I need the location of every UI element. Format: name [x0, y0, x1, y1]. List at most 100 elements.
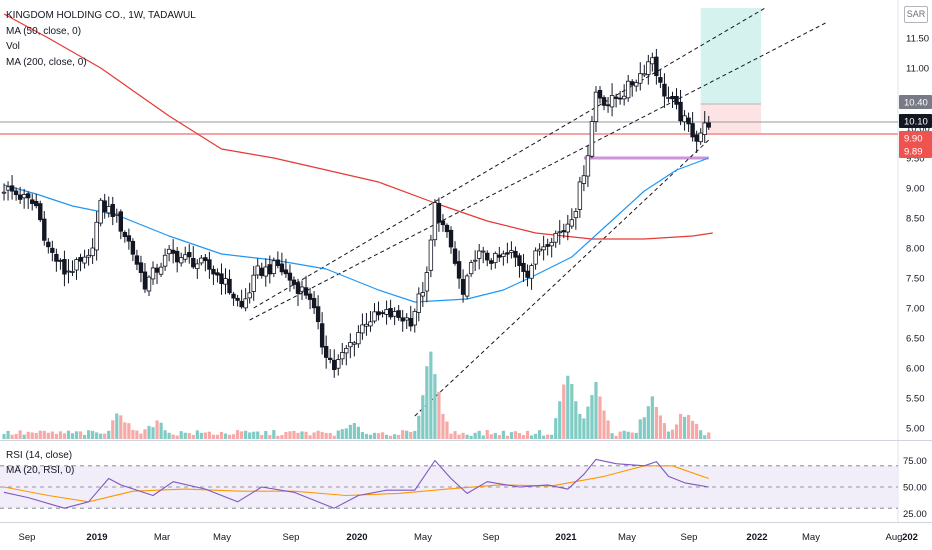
main-pane: [0, 7, 898, 439]
volume-bar: [356, 426, 360, 439]
candle-body: [521, 262, 526, 272]
ma200-legend[interactable]: MA (200, close, 0): [6, 56, 87, 68]
volume-bar: [505, 435, 509, 439]
candle-body: [400, 317, 405, 322]
volume-bar: [521, 435, 526, 439]
candle-body: [690, 123, 695, 138]
volume-bar: [606, 420, 610, 439]
candle-body: [199, 257, 204, 264]
candle-body: [569, 219, 575, 227]
candle-body: [275, 259, 281, 266]
volume-bar: [2, 434, 6, 439]
candle-body: [601, 97, 607, 106]
volume-bar: [525, 430, 530, 439]
volume-bar: [46, 432, 50, 439]
volume-bar: [650, 396, 654, 439]
candle-body: [126, 235, 132, 242]
chart-legend: KINGDOM HOLDING CO., 1W, TADAWUL MA (50,…: [6, 8, 196, 70]
volume-bar: [54, 433, 58, 439]
candle-body: [328, 357, 333, 360]
volume-bar: [558, 401, 562, 439]
volume-bar: [91, 430, 95, 439]
volume-bar: [316, 430, 320, 439]
candle-body: [247, 292, 252, 299]
candle-body: [295, 282, 301, 294]
volume-bar: [248, 432, 252, 439]
volume-bar: [10, 434, 14, 439]
volume-bar: [264, 431, 268, 439]
candle-body: [678, 101, 683, 122]
candle-body: [557, 231, 562, 234]
volume-bar: [433, 374, 437, 439]
candle-body: [74, 259, 79, 271]
volume-bar: [626, 431, 630, 439]
price-tick-label: 5.00: [906, 424, 925, 435]
volume-bar: [191, 434, 195, 439]
volume-bar: [413, 430, 417, 439]
volume-bar: [219, 431, 224, 439]
price-tag: [899, 114, 932, 128]
candle-body: [336, 359, 341, 369]
candle-body: [66, 270, 71, 273]
volume-bar: [14, 433, 18, 439]
candle-body: [191, 257, 196, 268]
volume-bar: [582, 418, 586, 439]
volume-bar: [630, 432, 634, 439]
volume-bar: [409, 431, 413, 439]
volume-bar: [62, 433, 67, 439]
volume-bar: [449, 433, 453, 439]
candle-body: [630, 81, 635, 86]
volume-bar: [477, 430, 481, 439]
candle-body: [271, 260, 277, 274]
candle-body: [243, 298, 248, 309]
volume-bar: [231, 434, 236, 439]
candle-body: [13, 190, 19, 195]
candle-body: [448, 229, 454, 248]
volume-bar: [578, 413, 582, 439]
volume-bar: [143, 429, 147, 439]
ma50-line: [3, 157, 709, 303]
volume-bar: [211, 434, 216, 439]
rsi-legend: RSI (14, close) MA (20, RSI, 0): [6, 448, 74, 478]
volume-bars: [2, 351, 711, 439]
candle-body: [666, 97, 671, 99]
volume-bar: [260, 434, 264, 439]
candle-body: [360, 324, 365, 334]
volume-bar: [453, 431, 457, 439]
candle-body: [706, 122, 711, 128]
candle-body: [174, 250, 180, 263]
volume-bar: [215, 434, 220, 439]
price-tag: [899, 131, 932, 145]
volume-bar: [634, 432, 638, 439]
volume-bar: [240, 431, 244, 439]
volume-bar: [493, 432, 497, 439]
candle-body: [388, 307, 393, 318]
volume-bar: [296, 432, 300, 439]
candle-body: [577, 181, 583, 210]
candle-body: [54, 253, 59, 262]
ma50-legend[interactable]: MA (50, close, 0): [6, 25, 82, 37]
candle-body: [593, 91, 599, 122]
candle-body: [634, 82, 639, 87]
rsi-tick-label: 25.00: [903, 509, 927, 520]
candle-body: [408, 317, 413, 327]
candle-body: [404, 317, 409, 321]
volume-legend[interactable]: Vol: [6, 41, 20, 52]
rsi-ma-legend-label[interactable]: MA (20, RSI, 0): [6, 465, 75, 476]
channel-middle-line: [249, 22, 826, 321]
volume-bar: [376, 433, 381, 439]
volume-bar: [618, 431, 622, 439]
volume-bar: [175, 435, 179, 439]
volume-bar: [95, 432, 99, 439]
currency-button[interactable]: SAR: [904, 6, 928, 23]
volume-bar: [159, 422, 163, 439]
candle-body: [589, 121, 595, 157]
candle-body: [130, 240, 136, 255]
volume-bar: [473, 432, 477, 439]
rsi-legend-label[interactable]: RSI (14, close): [6, 450, 73, 461]
volume-bar: [658, 415, 663, 439]
candle-body: [424, 272, 430, 292]
candle-body: [138, 262, 144, 273]
rsi-line: [3, 458, 709, 509]
time-tick-label: Sep: [19, 532, 36, 543]
